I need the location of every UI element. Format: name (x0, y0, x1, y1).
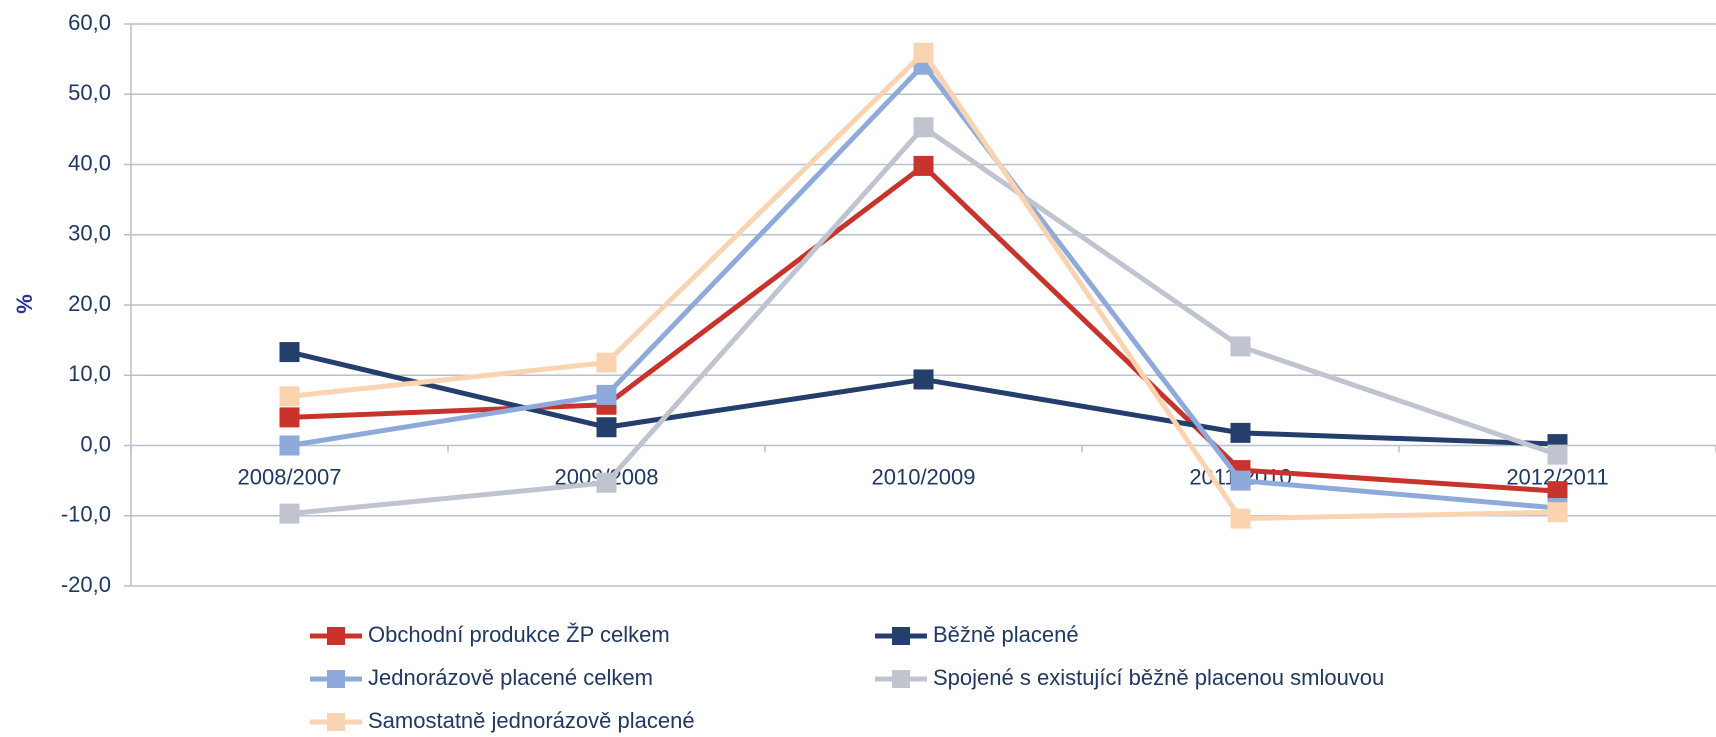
legend-label: Jednorázově placené celkem (368, 665, 653, 690)
marker (596, 417, 617, 438)
marker (279, 342, 300, 363)
series-line (289, 124, 1559, 517)
legend-marker (327, 713, 345, 731)
y-axis-label: % (12, 294, 37, 314)
y-tick-label: -10,0 (61, 502, 111, 527)
marker (1547, 481, 1568, 502)
marker (913, 155, 934, 176)
series-line (289, 163, 1558, 494)
marker (596, 472, 617, 493)
y-tick-label: -20,0 (61, 572, 111, 597)
y-tick-label: 50,0 (68, 80, 111, 105)
x-tick-label: 2008/2007 (238, 464, 342, 489)
marker (913, 117, 934, 138)
y-tick-label: 60,0 (68, 10, 111, 35)
marker (913, 369, 934, 390)
legend-label: Běžně placené (933, 622, 1079, 647)
marker (596, 384, 617, 405)
legend-label: Spojené s existující běžně placenou smlo… (933, 665, 1384, 690)
marker (1230, 508, 1251, 529)
marker (279, 435, 300, 456)
marker (1230, 336, 1251, 357)
y-tick-label: 0,0 (80, 431, 111, 456)
legend-marker (327, 670, 345, 688)
legend-marker (892, 627, 910, 645)
marker (1547, 444, 1568, 465)
legend-marker (327, 627, 345, 645)
marker (279, 503, 300, 524)
marker (1230, 470, 1251, 491)
y-tick-label: 10,0 (68, 361, 111, 386)
series-line (288, 349, 1558, 447)
y-tick-label: 20,0 (68, 291, 111, 316)
y-tick-label: 30,0 (68, 221, 111, 246)
marker (1230, 422, 1251, 443)
marker (596, 352, 617, 373)
marker (1547, 502, 1568, 523)
y-tick-label: 40,0 (68, 150, 111, 175)
legend-label: Samostatně jednorázově placené (368, 708, 695, 733)
marker (279, 386, 300, 407)
marker (913, 42, 934, 63)
legend-label: Obchodní produkce ŽP celkem (368, 622, 670, 647)
marker (279, 407, 300, 428)
x-tick-label: 2010/2009 (872, 464, 976, 489)
legend-marker (892, 670, 910, 688)
